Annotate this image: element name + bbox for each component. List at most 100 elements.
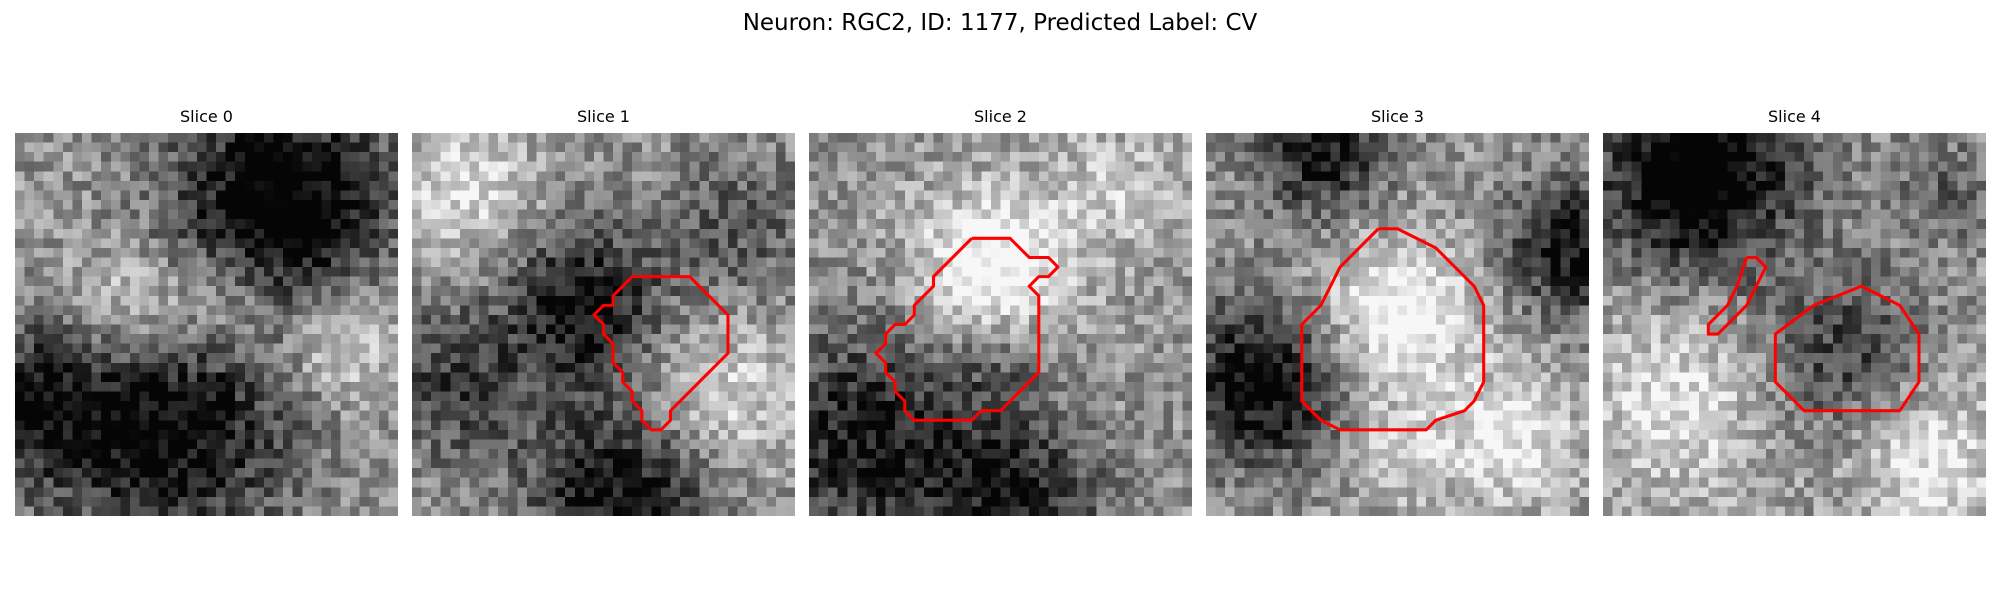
image-pixel <box>1144 238 1154 248</box>
image-pixel <box>1029 238 1039 248</box>
image-pixel <box>837 362 848 373</box>
image-pixel <box>479 314 489 325</box>
image-pixel <box>24 305 35 315</box>
image-pixel <box>1000 219 1011 229</box>
image-pixel <box>727 324 738 335</box>
image-pixel <box>1349 133 1360 143</box>
image-pixel <box>431 477 441 488</box>
image-pixel <box>120 267 130 277</box>
image-pixel <box>388 334 398 344</box>
image-pixel <box>847 372 857 382</box>
image-pixel <box>613 142 623 153</box>
image-pixel <box>1292 152 1302 162</box>
image-pixel <box>459 267 470 277</box>
image-pixel <box>120 247 130 258</box>
image-pixel <box>809 477 819 488</box>
image-pixel <box>747 401 757 411</box>
image-pixel <box>378 238 389 248</box>
image-pixel <box>139 496 150 507</box>
image-pixel <box>62 496 73 507</box>
image-pixel <box>990 496 1001 507</box>
image-pixel <box>990 180 1001 191</box>
image-pixel <box>1144 314 1154 325</box>
image-pixel <box>244 468 255 478</box>
image-pixel <box>632 171 642 181</box>
image-pixel <box>670 429 681 440</box>
image-pixel <box>53 209 63 220</box>
image-pixel <box>1096 314 1106 325</box>
image-pixel <box>651 410 661 421</box>
image-pixel <box>1105 200 1116 210</box>
image-pixel <box>101 496 111 507</box>
image-pixel <box>350 334 360 344</box>
image-pixel <box>856 190 867 201</box>
image-pixel <box>440 448 451 459</box>
image-pixel <box>1029 391 1039 402</box>
image-pixel <box>641 247 652 258</box>
image-pixel <box>766 314 776 325</box>
image-pixel <box>1330 152 1341 162</box>
image-pixel <box>216 420 226 430</box>
image-pixel <box>775 257 786 268</box>
image-pixel <box>1153 209 1164 220</box>
image-pixel <box>914 267 924 277</box>
image-pixel <box>904 161 915 172</box>
image-pixel <box>708 305 719 315</box>
image-pixel <box>1019 142 1030 153</box>
image-pixel <box>866 257 877 268</box>
image-pixel <box>369 238 379 248</box>
image-pixel <box>302 305 312 315</box>
image-pixel <box>1426 161 1436 172</box>
image-pixel <box>856 286 867 296</box>
image-pixel <box>933 410 944 421</box>
image-pixel <box>1426 171 1436 181</box>
image-pixel <box>72 468 83 478</box>
image-pixel <box>536 142 547 153</box>
image-pixel <box>359 305 370 315</box>
image-pixel <box>507 477 518 488</box>
image-pixel <box>1096 401 1106 411</box>
image-pixel <box>129 142 140 153</box>
image-pixel <box>766 334 776 344</box>
image-pixel <box>139 314 150 325</box>
image-pixel <box>1086 133 1097 143</box>
image-pixel <box>459 257 470 268</box>
image-pixel <box>680 410 690 421</box>
image-pixel <box>53 391 63 402</box>
image-pixel <box>1134 391 1145 402</box>
image-pixel <box>1067 228 1078 239</box>
image-pixel <box>641 228 652 239</box>
image-pixel <box>91 247 102 258</box>
image-pixel <box>139 219 150 229</box>
image-pixel <box>904 448 915 459</box>
image-pixel <box>546 372 556 382</box>
image-pixel <box>895 238 905 248</box>
image-pixel <box>1172 334 1183 344</box>
image-pixel <box>498 180 508 191</box>
image-pixel <box>1048 286 1058 296</box>
image-pixel <box>1038 410 1049 421</box>
image-pixel <box>1096 487 1106 497</box>
image-pixel <box>847 487 857 497</box>
image-pixel <box>766 496 776 507</box>
image-pixel <box>469 305 480 315</box>
image-pixel <box>158 142 169 153</box>
image-pixel <box>43 171 54 181</box>
image-pixel <box>450 219 460 229</box>
image-pixel <box>225 238 236 248</box>
image-pixel <box>440 353 451 363</box>
image-pixel <box>34 200 44 210</box>
image-pixel <box>718 372 728 382</box>
image-pixel <box>1010 362 1020 373</box>
image-pixel <box>1115 219 1125 229</box>
image-pixel <box>1029 334 1039 344</box>
image-pixel <box>622 334 633 344</box>
image-pixel <box>1134 448 1145 459</box>
image-pixel <box>962 314 972 325</box>
image-pixel <box>718 477 728 488</box>
image-pixel <box>699 190 709 201</box>
image-pixel <box>1569 142 1580 153</box>
image-pixel <box>971 314 982 325</box>
image-pixel <box>235 439 245 449</box>
image-pixel <box>766 180 776 191</box>
